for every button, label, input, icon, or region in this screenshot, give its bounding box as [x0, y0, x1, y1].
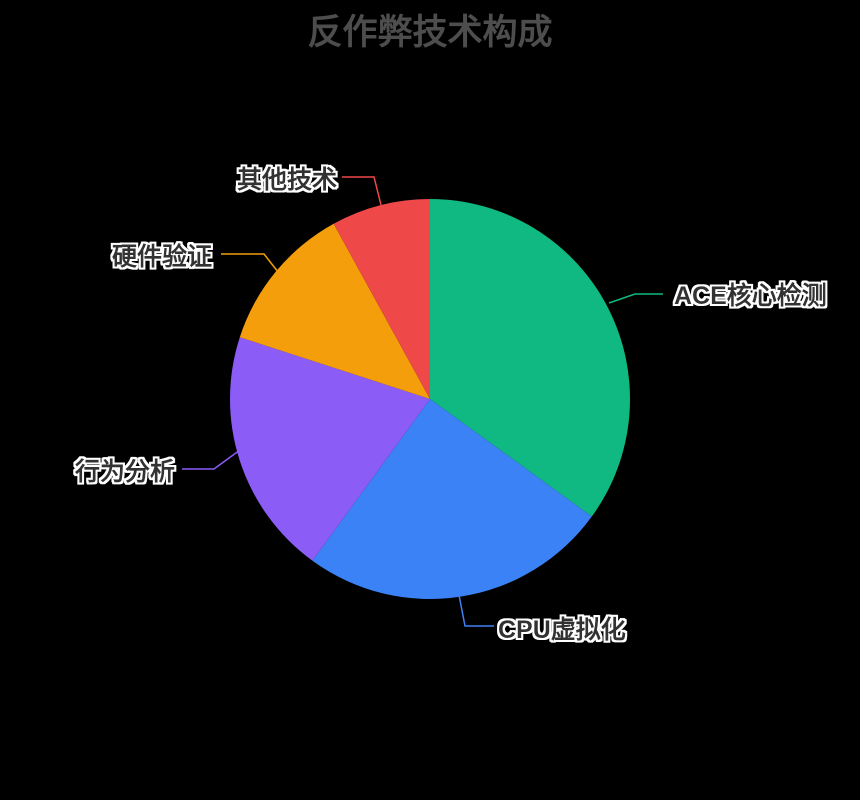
svg-text:行为分析: 行为分析 [74, 458, 175, 486]
svg-text:硬件验证: 硬件验证 [112, 242, 212, 271]
svg-text:其他技术: 其他技术 [237, 165, 337, 194]
svg-text:CPU虚拟化: CPU虚拟化 [498, 616, 626, 644]
svg-text:ACE核心检测: ACE核心检测 [674, 281, 827, 310]
